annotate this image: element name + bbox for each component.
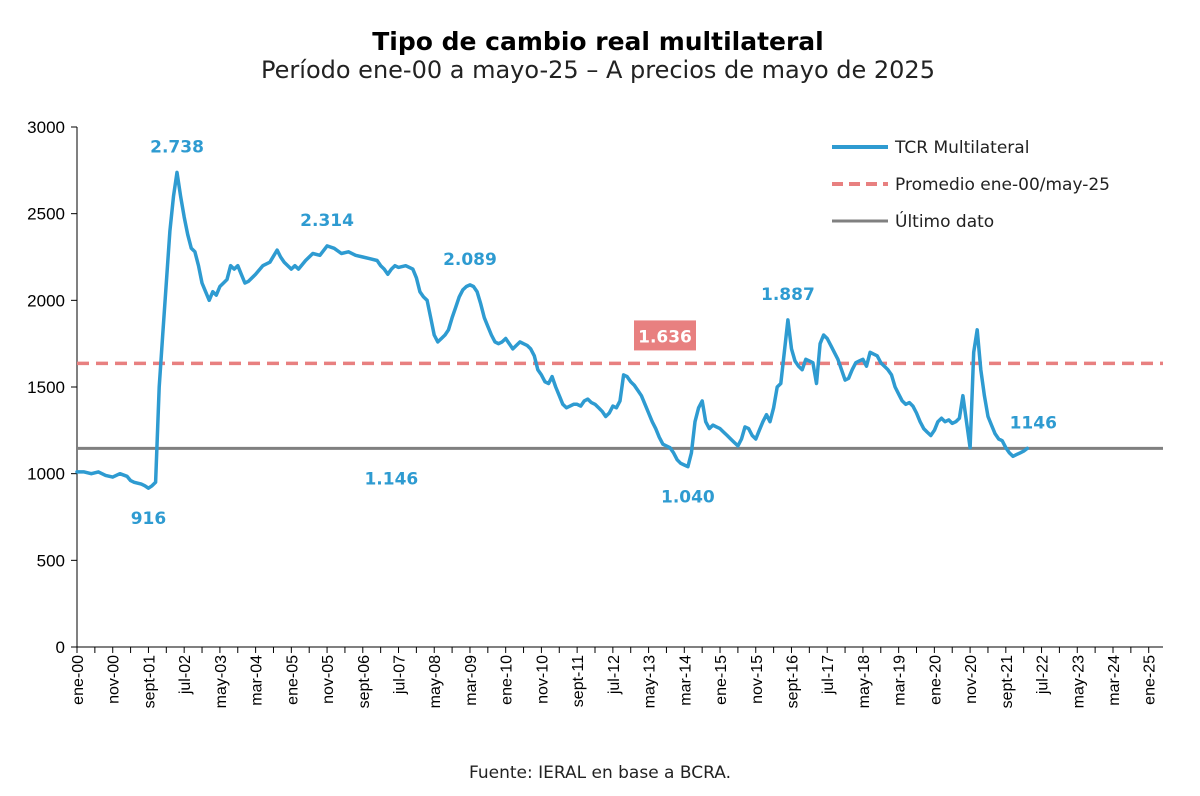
- x-tick-label: nov-00: [106, 655, 123, 704]
- average-value-label: 1.636: [638, 327, 692, 347]
- chart-source: Fuente: IERAL en base a BCRA.: [469, 763, 731, 783]
- y-tick-label: 2000: [27, 291, 65, 310]
- x-tick-label: nov-20: [963, 655, 980, 704]
- x-tick-label: mar-04: [249, 655, 266, 706]
- x-tick-label: ene-00: [70, 655, 87, 705]
- data-labels: 2.738 916 2.314 2.089 1.146 1.040 1.887 1146 1.6…: [131, 137, 1057, 529]
- y-tick-label: 1000: [27, 465, 65, 484]
- data-label: 1146: [1010, 413, 1057, 433]
- y-tick-label: 2500: [27, 205, 65, 224]
- legend-label-tcr: TCR Multilateral: [894, 138, 1029, 158]
- x-tick-label: nov-15: [749, 655, 766, 704]
- x-tick-label: sept-16: [784, 655, 801, 708]
- data-label: 1.146: [364, 469, 418, 489]
- x-tick-label: may-08: [427, 655, 444, 708]
- x-tick-label: ene-25: [1142, 655, 1159, 705]
- x-tick-label: sept-06: [356, 655, 373, 708]
- y-tick-label: 500: [37, 551, 65, 570]
- data-label: 2.314: [300, 211, 354, 231]
- plot-area: 0 500 1000 1500 2000 2500 3000 ene-00 nov-00 sept…: [27, 118, 1163, 708]
- x-tick-label: may-03: [213, 655, 230, 708]
- chart-title: Tipo de cambio real multilateral: [372, 27, 824, 56]
- legend: TCR Multilateral Promedio ene-00/may-25 …: [832, 138, 1110, 232]
- legend-label-ultimo: Último dato: [895, 210, 994, 232]
- series-line-tcr: [75, 170, 1030, 490]
- y-tick-label: 0: [56, 638, 65, 657]
- x-tick-label: nov-10: [534, 655, 551, 704]
- x-tick-label: jul-22: [1035, 655, 1052, 695]
- x-tick-label: jul-02: [177, 655, 194, 695]
- chart-subtitle: Período ene-00 a mayo-25 – A precios de …: [261, 56, 935, 84]
- data-label: 2.089: [443, 250, 497, 270]
- x-tick-label: mar-19: [892, 655, 909, 706]
- y-tick-label: 1500: [27, 378, 65, 397]
- x-tick-label: jul-12: [606, 655, 623, 695]
- y-tick-label: 3000: [27, 118, 65, 137]
- x-tick-label: mar-14: [677, 655, 694, 706]
- x-tick-label: may-23: [1070, 655, 1087, 708]
- x-tick-label: ene-05: [284, 655, 301, 705]
- x-tick-label: ene-20: [927, 655, 944, 705]
- x-tick-label: may-13: [642, 655, 659, 708]
- reference-lines: [77, 361, 1163, 450]
- x-tick-label: jul-17: [820, 655, 837, 695]
- x-tick-label: may-18: [856, 655, 873, 708]
- data-label: 1.040: [661, 488, 715, 508]
- x-tick-label: ene-10: [499, 655, 516, 705]
- data-label: 2.738: [150, 137, 204, 157]
- series-layer: [75, 170, 1030, 490]
- x-tick-label: ene-15: [713, 655, 730, 705]
- x-tick-label: jul-07: [392, 655, 409, 695]
- legend-label-promedio: Promedio ene-00/may-25: [895, 175, 1110, 195]
- data-label: 916: [131, 509, 167, 529]
- x-tick-label: mar-24: [1106, 655, 1123, 706]
- data-label: 1.887: [761, 285, 815, 305]
- x-tick-label: sept-01: [141, 655, 158, 708]
- x-tick-label: sept-21: [999, 655, 1016, 708]
- x-tick-label: sept-11: [570, 655, 587, 707]
- average-value-box: [634, 320, 696, 351]
- x-tick-label: mar-09: [463, 655, 480, 706]
- x-tick-label: nov-05: [320, 655, 337, 704]
